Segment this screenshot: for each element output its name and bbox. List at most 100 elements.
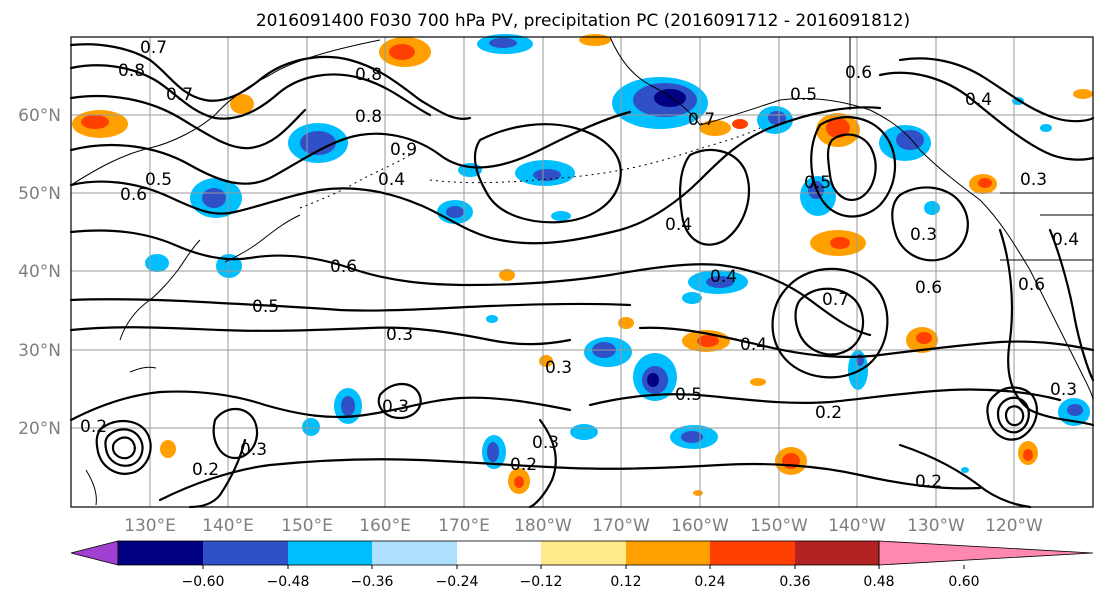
colorbar-segment: [118, 541, 203, 565]
contour-label: 0.4: [378, 170, 405, 190]
contour-label: 0.5: [804, 173, 831, 193]
precip-patch: [732, 119, 748, 129]
contour-label: 0.3: [382, 397, 409, 417]
contour-label: 0.2: [192, 460, 219, 480]
latitude-axis: 60°N 50°N 40°N 30°N 20°N: [18, 106, 61, 439]
pv-contour-line: [212, 407, 259, 460]
lon-label: 160°E: [359, 516, 411, 536]
precip-patch: [647, 373, 659, 387]
precipitation-shading: [72, 34, 1093, 496]
contour-label: 0.6: [120, 185, 147, 205]
colorbar-segment: [710, 541, 795, 565]
precip-patch: [693, 490, 703, 496]
precip-patch: [978, 178, 992, 188]
map-frame: [70, 36, 1094, 508]
pv-contour-line: [1004, 405, 1025, 427]
precip-patch: [81, 115, 109, 129]
pv-contour-line: [69, 326, 572, 346]
precip-patch: [145, 254, 169, 272]
pv-contour-line: [898, 443, 1032, 509]
precip-patch: [230, 94, 254, 114]
contour-label: 0.5: [675, 385, 702, 405]
colorbar-tick-label: −0.48: [267, 574, 310, 590]
lon-label: 160°W: [671, 516, 729, 536]
lon-label: 150°W: [750, 516, 808, 536]
contour-label: 0.4: [740, 335, 767, 355]
precip-patch: [514, 476, 524, 488]
pv-contours: [69, 43, 1095, 509]
colorbar-tick-label: 0.12: [610, 574, 641, 590]
pv-contour-line: [69, 390, 572, 422]
precip-patch: [570, 424, 598, 440]
contour-label: 0.8: [118, 61, 145, 81]
contour-label: 0.7: [166, 85, 193, 105]
pv-contour-line: [69, 94, 307, 150]
china-coastline: [119, 239, 201, 341]
precip-patch: [830, 237, 850, 249]
pv-contour-line: [810, 116, 897, 218]
pv-contour-line: [377, 383, 422, 420]
north-america-coastline: [609, 36, 1094, 401]
colorbar-tick-label: 0.36: [779, 574, 810, 590]
precip-patch: [302, 418, 320, 436]
colorbar-tick-label: −0.60: [182, 574, 225, 590]
colorbar-tick-label: 0.24: [694, 574, 725, 590]
lat-label: 50°N: [18, 184, 61, 204]
contour-label: 0.5: [252, 297, 279, 317]
contour-label: 0.2: [510, 455, 537, 475]
kuril-islands: [299, 154, 411, 209]
precip-patch: [579, 34, 611, 46]
precip-patch: [1023, 449, 1033, 461]
contour-label: 0.7: [140, 38, 167, 58]
contour-label: 0.9: [390, 140, 417, 160]
contour-label: 0.2: [815, 403, 842, 423]
contour-label: 0.4: [665, 215, 692, 235]
precip-patch: [160, 440, 176, 458]
precip-patch: [1040, 124, 1052, 132]
pv-contour-line: [878, 71, 1095, 161]
contour-label: 0.3: [545, 358, 572, 378]
pv-contour-line: [891, 186, 969, 262]
lon-label: 150°E: [281, 516, 333, 536]
precip-patch: [487, 442, 499, 462]
longitude-axis: 130°E 140°E 150°E 160°E 170°E 180°W 170°…: [124, 516, 1043, 536]
contour-label: 0.6: [845, 63, 872, 83]
precip-patch: [499, 269, 515, 281]
colorbar: −0.60 −0.48 −0.36 −0.24 −0.12 0.12 0.24 …: [70, 540, 1094, 590]
precip-patch: [486, 315, 498, 323]
precip-patch: [551, 211, 571, 221]
precip-patch: [706, 276, 734, 288]
colorbar-segment: [541, 541, 626, 565]
pv-contour-line: [69, 298, 632, 312]
pv-contour-line: [188, 438, 247, 509]
precip-patch: [896, 130, 924, 150]
map-title: 2016091400 F030 700 hPa PV, precipitatio…: [256, 11, 910, 31]
colorbar-tick-label: −0.24: [436, 574, 479, 590]
pv-contour-line: [898, 57, 1095, 123]
pv-contour-line: [69, 110, 632, 185]
colorbar-extend-min: [70, 540, 119, 566]
precip-patch: [300, 131, 336, 155]
pv-contour-line: [104, 428, 144, 467]
map-panel: 0.7 0.8 0.7 0.8 0.6 0.5 0.4 0.9 0.4 0.6 …: [69, 34, 1095, 509]
contour-label: 0.7: [688, 110, 715, 130]
colorbar-segment: [203, 541, 288, 565]
pv-contour-line: [528, 418, 557, 509]
pv-contour-line: [158, 458, 982, 502]
precip-patch: [916, 332, 932, 344]
precip-patch: [681, 431, 703, 443]
precip-patch: [533, 169, 561, 181]
precip-patch: [446, 206, 464, 218]
lon-label: 130°E: [124, 516, 176, 536]
contour-label: 0.4: [710, 267, 737, 287]
colorbar-segment: [288, 541, 372, 565]
contour-label: 0.4: [1052, 230, 1079, 250]
contour-label: 0.3: [386, 325, 413, 345]
pv-contour-line: [826, 133, 877, 201]
pv-contour-line: [69, 229, 872, 337]
contour-label: 0.3: [532, 433, 559, 453]
contour-label: 0.6: [1018, 275, 1045, 295]
lat-label: 60°N: [18, 106, 61, 126]
lon-label: 140°W: [828, 516, 886, 536]
